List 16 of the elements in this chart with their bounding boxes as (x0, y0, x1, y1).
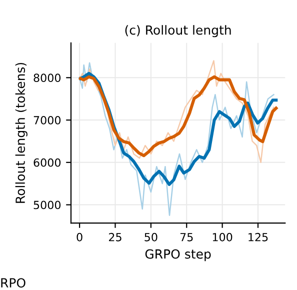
x-tick-label: 50 (144, 232, 158, 242)
x-axis-title: GRPO step (145, 249, 211, 262)
line-series (79, 75, 278, 158)
y-tick-label: 5000 (34, 200, 61, 210)
chart-title: (c) Rollout length (125, 25, 231, 38)
x-tick-label: 25 (108, 232, 122, 242)
x-tick-label: 75 (180, 233, 193, 242)
y-tick-label: 7000 (34, 116, 61, 124)
x-tick-label: 100 (212, 232, 232, 242)
text: RPO (1, 278, 26, 288)
x-tick-label: 0 (76, 232, 82, 242)
x-tick-label: 125 (248, 232, 268, 242)
y-axis-title: Rollout length (tokens) (15, 62, 28, 203)
y-tick-label: 6000 (34, 158, 61, 167)
line-series (78, 62, 274, 216)
y-tick-label: 8000 (34, 74, 61, 82)
